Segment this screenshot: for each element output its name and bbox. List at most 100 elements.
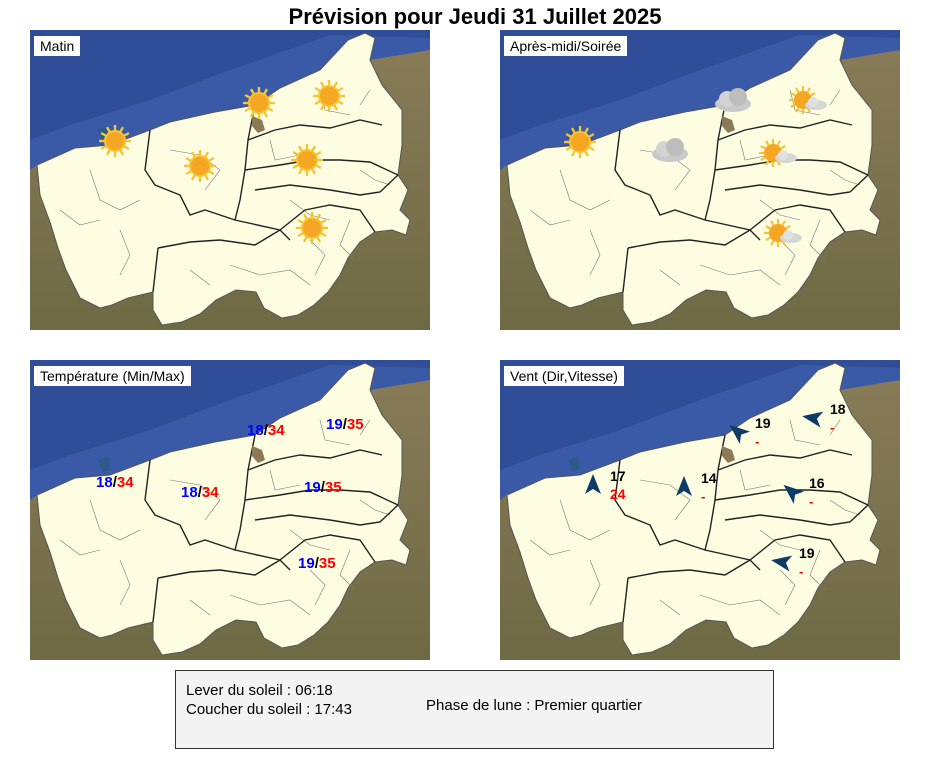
commune-boundary <box>309 569 326 606</box>
region-land <box>36 362 411 656</box>
wind-speed-label: 19 <box>799 545 815 561</box>
lagoon <box>252 446 265 463</box>
temperature-label: 19/35 <box>304 479 342 496</box>
commune-boundary <box>59 209 101 226</box>
commune-boundary <box>119 229 131 276</box>
wind-gust-label: - <box>809 494 813 509</box>
province-boundary <box>244 159 399 176</box>
commune-boundary <box>89 169 141 211</box>
wind-gust-label: - <box>799 564 803 579</box>
commune-boundary <box>229 594 311 616</box>
province-boundary <box>627 559 751 579</box>
commune-boundary <box>809 549 826 591</box>
commune-boundary <box>529 539 571 556</box>
panel-label-temperature: Température (Min/Max) <box>34 366 191 386</box>
commune-boundary <box>359 169 391 186</box>
deep-sea <box>500 30 900 140</box>
province-boundary <box>247 449 383 471</box>
temperature-label: 18/34 <box>96 474 134 491</box>
wind-speed-label: 19 <box>755 415 771 431</box>
commune-boundary <box>359 89 371 106</box>
commune-boundary <box>319 419 351 446</box>
cloud-icon <box>652 138 688 162</box>
temperature-label: 18/34 <box>247 422 285 439</box>
commune-boundary <box>529 209 571 226</box>
province-boundary <box>144 129 291 241</box>
wind-arrow-icon <box>676 476 692 496</box>
lagoon <box>722 116 735 133</box>
commune-boundary <box>739 139 771 161</box>
commune-boundary <box>779 569 796 606</box>
afternoon-map-svg <box>500 30 900 330</box>
wind-speed-label: 18 <box>830 401 846 417</box>
province-boundary <box>247 119 383 141</box>
commune-boundary <box>169 479 221 521</box>
wind-speed-label: 17 <box>610 468 626 484</box>
wind-map-svg: 17 24 14 - 19 - 18 - 16 - 19 - <box>500 360 900 660</box>
commune-boundary <box>759 199 801 221</box>
lagoon <box>568 456 580 472</box>
lagoon <box>98 456 110 472</box>
commune-boundary <box>229 264 311 286</box>
sun-icon <box>99 125 131 157</box>
commune-boundary <box>189 269 211 286</box>
info-box: Lever du soleil : 06:18 Coucher du solei… <box>175 670 774 749</box>
province-boundary <box>622 247 629 293</box>
commune-boundary <box>309 239 326 276</box>
commune-boundary <box>759 529 801 551</box>
commune-boundary <box>659 599 681 616</box>
commune-boundary <box>699 594 781 616</box>
sun-cloud-icon <box>764 219 802 247</box>
sun-icon <box>564 126 596 158</box>
deep-sea <box>30 30 430 140</box>
commune-boundary <box>559 169 611 211</box>
map-panel-afternoon: Après-midi/Soirée <box>500 30 900 330</box>
commune-boundary <box>269 469 301 491</box>
province-boundary <box>614 129 761 241</box>
lagoon <box>252 116 265 133</box>
commune-boundary <box>289 199 331 221</box>
province-boundary <box>622 577 629 623</box>
lagoon <box>722 446 735 463</box>
map-panel-morning: Matin <box>30 30 430 330</box>
province-boundary <box>627 229 751 249</box>
commune-boundary <box>589 559 601 606</box>
sun-icon <box>313 80 345 112</box>
commune-boundary <box>339 549 356 591</box>
wind-speed-label: 14 <box>701 470 717 486</box>
commune-boundary <box>559 499 611 541</box>
wind-arrow-icon <box>729 424 751 444</box>
province-boundary <box>254 504 399 526</box>
sun-cloud-icon <box>789 86 827 114</box>
province-boundary <box>717 449 853 471</box>
sun-cloud-icon <box>759 139 797 167</box>
province-boundary <box>749 204 846 233</box>
commune-boundary <box>699 264 781 286</box>
province-boundary <box>157 559 281 579</box>
wind-speed-label: 16 <box>809 475 825 491</box>
wind-gust-label: - <box>830 420 834 435</box>
commune-boundary <box>359 419 371 436</box>
wind-arrow-icon <box>783 484 805 504</box>
sun-icon <box>296 212 328 244</box>
cloud-icon <box>715 88 751 112</box>
province-boundary <box>724 504 869 526</box>
region-land <box>36 32 411 326</box>
morning-map-svg <box>30 30 430 330</box>
wind-gust-label: 24 <box>610 486 626 502</box>
commune-boundary <box>789 419 821 446</box>
wind-arrow-icon <box>585 474 601 494</box>
commune-boundary <box>59 539 101 556</box>
moon-phase-text: Phase de lune : Premier quartier <box>426 697 642 714</box>
commune-boundary <box>589 229 601 276</box>
temperature-label: 19/35 <box>326 416 364 433</box>
map-panel-wind: 17 24 14 - 19 - 18 - 16 - 19 - Vent (Dir,Vitesse) <box>500 360 900 660</box>
commune-boundary <box>829 499 861 516</box>
region-land <box>506 32 881 326</box>
province-boundary <box>279 534 376 563</box>
panel-label-afternoon: Après-midi/Soirée <box>504 36 628 56</box>
page-title: Prévision pour Jeudi 31 Juillet 2025 <box>288 4 662 29</box>
commune-boundary <box>809 219 826 261</box>
commune-boundary <box>359 499 391 516</box>
province-boundary <box>254 174 399 196</box>
